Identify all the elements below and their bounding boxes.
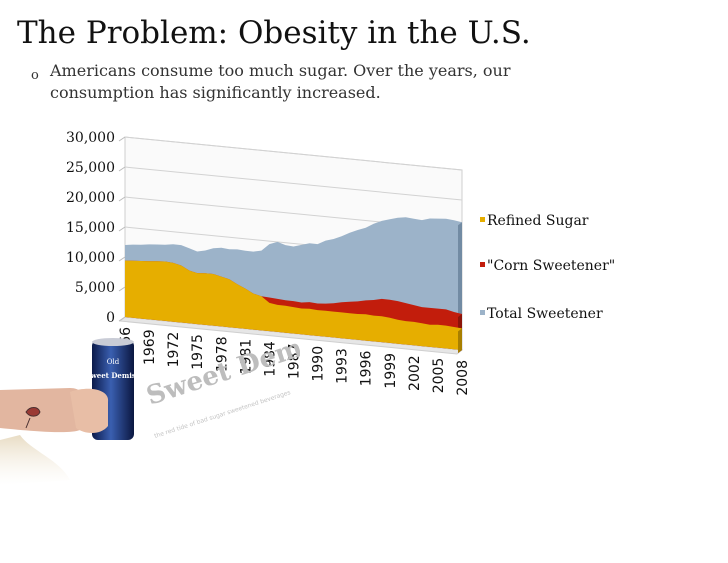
x-tick-label: 2002 xyxy=(407,355,423,391)
x-tick-label: 1981 xyxy=(238,339,254,375)
y-tick-label: 15,000 xyxy=(66,220,115,236)
y-tick-label: 10,000 xyxy=(66,250,115,266)
gridline-side xyxy=(118,316,126,322)
bullet-marker: o xyxy=(31,68,39,83)
legend-swatch xyxy=(480,310,485,315)
x-tick-label: 1990 xyxy=(311,346,327,382)
can-label-top: Old xyxy=(107,358,120,366)
x-tick-label: 1999 xyxy=(383,353,399,389)
area-refinedsugar xyxy=(125,260,462,350)
y-tick-label: 20,000 xyxy=(66,190,115,206)
legend-swatch xyxy=(480,262,485,267)
x-tick-label: 1984 xyxy=(262,341,278,377)
legend-label: "Corn Sweetener" xyxy=(487,258,615,274)
rose-tattoo xyxy=(25,407,41,429)
gridline-side xyxy=(118,136,126,142)
x-tick-label: 1975 xyxy=(190,334,206,370)
slide-title: The Problem: Obesity in the U.S. xyxy=(17,15,531,51)
y-tick-label: 25,000 xyxy=(66,160,115,176)
gridline xyxy=(124,166,463,201)
y-tick-label: 0 xyxy=(106,310,115,326)
area-depth-face xyxy=(458,328,462,353)
gridline-side xyxy=(118,166,126,172)
x-tick-label: 2005 xyxy=(431,358,447,394)
forearm xyxy=(0,388,85,433)
soda-splash xyxy=(0,435,70,485)
gridline xyxy=(124,136,463,171)
x-tick-label: 1996 xyxy=(359,350,375,386)
x-tick-label: 2008 xyxy=(455,360,471,396)
x-tick-label: 1978 xyxy=(214,336,230,372)
x-tick-label: 1972 xyxy=(166,332,182,368)
y-tick-label: 30,000 xyxy=(66,130,115,146)
gridline-side xyxy=(118,196,126,202)
bullet-text: Americans consume too much sugar. Over t… xyxy=(50,61,511,102)
sweet-demise-photo: Old Sweet Demise Sweet Demise the red ti… xyxy=(0,330,300,485)
gridline-side xyxy=(118,286,126,292)
hand xyxy=(70,388,109,433)
gridline-side xyxy=(118,226,126,232)
legend-swatch xyxy=(480,217,485,222)
x-tick-label: 1987 xyxy=(287,344,303,380)
gridline-side xyxy=(118,256,126,262)
y-tick-label: 5,000 xyxy=(75,280,115,296)
can-label-main: Sweet Demise xyxy=(86,371,141,380)
legend-label: Refined Sugar xyxy=(487,213,589,229)
legend-label: Total Sweetener xyxy=(487,306,603,322)
x-tick-label: 1993 xyxy=(335,348,351,384)
x-tick-label: 1969 xyxy=(142,329,158,365)
